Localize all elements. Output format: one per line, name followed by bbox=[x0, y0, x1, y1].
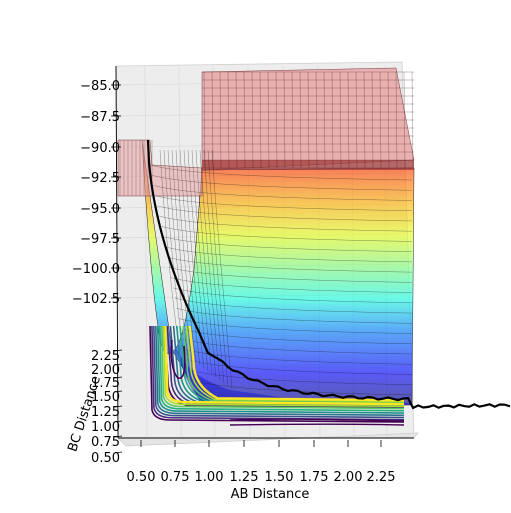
contour-plot bbox=[149, 325, 405, 426]
axis-lines bbox=[115, 65, 414, 439]
z-tick-label: −102.5 bbox=[72, 292, 120, 307]
z-tick-label: −85.0 bbox=[80, 79, 120, 94]
x-tick-label: 1.25 bbox=[230, 470, 259, 485]
y-tick-mark bbox=[113, 451, 123, 454]
surface-mesh-line bbox=[161, 226, 413, 242]
surface-mesh-line bbox=[171, 149, 193, 360]
y-tick-mark bbox=[113, 405, 123, 408]
z-axis-ticks: −85.0 −87.5 −90.0 −92.5 −95.0 −97.5 −100.0 −102… bbox=[72, 79, 121, 307]
surface-mesh-line bbox=[170, 277, 413, 293]
surface-mesh-line bbox=[159, 215, 413, 232]
y-tick-label: 0.50 bbox=[91, 451, 120, 466]
surface-mesh-line bbox=[199, 149, 221, 381]
surface-mesh-line bbox=[167, 256, 413, 273]
x-tick-label: 0.50 bbox=[127, 470, 156, 485]
contour-line bbox=[164, 325, 405, 406]
contour-line bbox=[229, 418, 405, 426]
x-tick-label: 0.75 bbox=[161, 470, 190, 485]
x-axis-label: AB Distance bbox=[231, 487, 310, 502]
x-tick-label: 1.00 bbox=[195, 470, 224, 485]
surface-mesh-line bbox=[157, 205, 413, 222]
surface-mesh-line bbox=[163, 236, 413, 252]
x-tick-label: 1.75 bbox=[300, 470, 329, 485]
z-tick-label: −97.5 bbox=[80, 232, 120, 247]
z-tick-label: −90.0 bbox=[80, 141, 120, 156]
y-tick-mark bbox=[113, 363, 123, 366]
y-tick-label: 2.00 bbox=[91, 363, 120, 378]
x-tick-label: 2.25 bbox=[367, 470, 396, 485]
surface-mesh-line bbox=[155, 195, 413, 211]
z-tick-label: −87.5 bbox=[80, 110, 120, 125]
surface-mesh-line bbox=[178, 318, 413, 334]
y-axis-ticks: 0.500.751.001.251.501.752.002.25 bbox=[91, 349, 123, 466]
y-tick-mark bbox=[113, 420, 123, 423]
z-tick-label: −100.0 bbox=[72, 262, 120, 277]
contour-line bbox=[162, 325, 405, 408]
y-tick-label: 1.50 bbox=[91, 390, 120, 405]
surface-mesh-line bbox=[167, 149, 189, 357]
surface-valley bbox=[176, 348, 412, 405]
surface-mesh-line bbox=[149, 164, 413, 181]
trajectory-line bbox=[146, 139, 511, 410]
y-tick-label: 2.25 bbox=[91, 349, 120, 364]
z-tick-label: −92.5 bbox=[80, 171, 120, 186]
surface-cap-front bbox=[202, 160, 414, 170]
surface-mesh-line bbox=[191, 149, 213, 375]
y-tick-mark bbox=[113, 435, 123, 438]
y-tick-label: 1.00 bbox=[91, 420, 120, 435]
grid-line bbox=[144, 65, 148, 439]
y-tick-label: 0.75 bbox=[91, 435, 120, 450]
y-tick-mark bbox=[113, 390, 123, 393]
x-axis-ticks: 0.50 0.75 1.00 1.25 1.50 1.75 2.00 2.25 bbox=[127, 440, 396, 485]
contour-line bbox=[160, 325, 405, 410]
contour-line bbox=[170, 339, 186, 379]
z-tick-label: −95.0 bbox=[80, 202, 120, 217]
x-tick-label: 2.00 bbox=[334, 470, 363, 485]
surface-mesh-line bbox=[211, 149, 233, 390]
surface-mesh-line bbox=[151, 175, 413, 191]
surface-mesh-line bbox=[179, 149, 201, 366]
surface-mesh-line bbox=[187, 149, 209, 372]
y-tick-mark bbox=[113, 376, 123, 379]
surface-mesh-line bbox=[186, 359, 413, 375]
surface-mesh-line bbox=[176, 308, 413, 324]
surface-mesh-line bbox=[207, 149, 229, 387]
y-tick-label: 1.25 bbox=[91, 405, 120, 420]
surface-mesh-line bbox=[203, 149, 225, 384]
surface-mesh-line bbox=[165, 246, 413, 263]
surface-mesh-line bbox=[153, 185, 413, 201]
x-tick-label: 1.50 bbox=[265, 470, 294, 485]
y-tick-mark bbox=[113, 349, 123, 352]
y-tick-label: 1.75 bbox=[91, 376, 120, 391]
surface-mesh-line bbox=[195, 149, 217, 378]
surface-mesh-line bbox=[175, 149, 197, 363]
